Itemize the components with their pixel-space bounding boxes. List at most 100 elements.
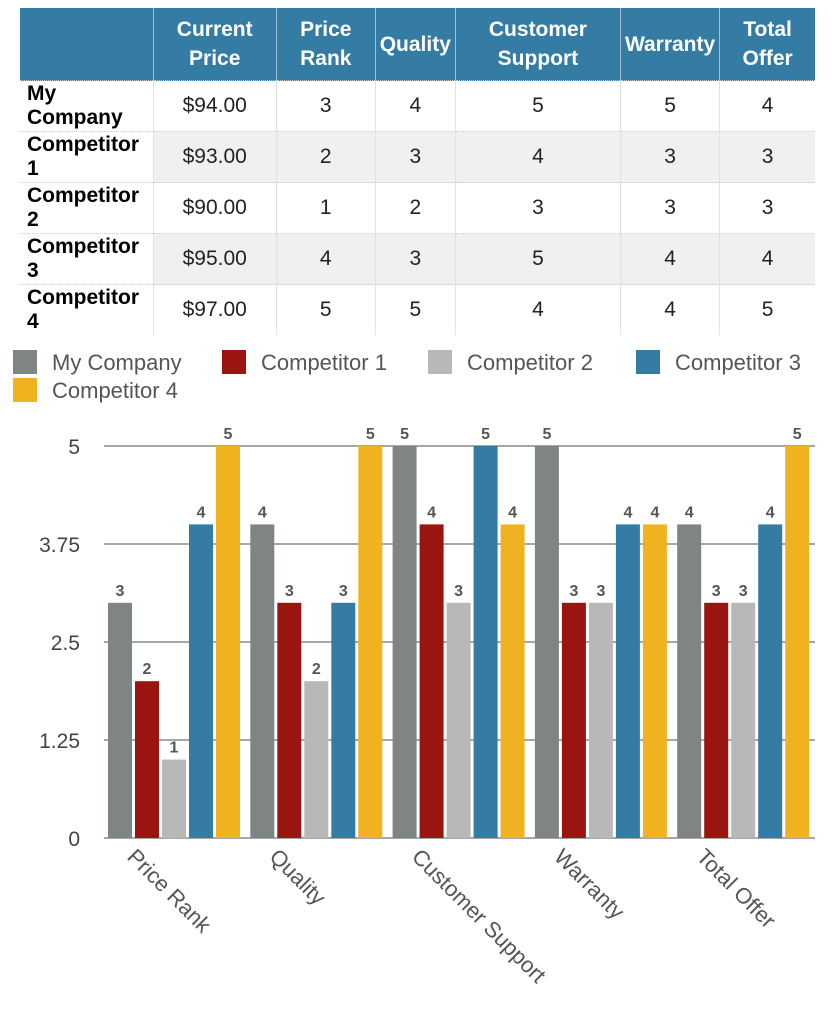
bar bbox=[473, 446, 498, 838]
bar bbox=[162, 759, 186, 838]
data-label: 4 bbox=[623, 504, 632, 521]
data-label: 5 bbox=[542, 426, 551, 443]
data-label: 3 bbox=[454, 583, 463, 600]
bar bbox=[588, 602, 613, 838]
bar bbox=[758, 524, 783, 838]
x-tick-label: Price Rank bbox=[122, 844, 216, 938]
y-tick-label: 1.25 bbox=[39, 730, 80, 753]
bar bbox=[331, 602, 356, 838]
data-label: 4 bbox=[427, 504, 436, 521]
data-label: 3 bbox=[116, 583, 125, 600]
column-header: Warranty bbox=[619, 8, 720, 81]
table-cell: 2 bbox=[374, 182, 456, 234]
table-cell: 5 bbox=[619, 80, 720, 132]
table-cell: 4 bbox=[719, 233, 815, 285]
data-label: 2 bbox=[143, 661, 152, 678]
data-label: 5 bbox=[224, 426, 233, 443]
data-label: 3 bbox=[712, 583, 721, 600]
column-header: Current Price bbox=[152, 8, 277, 81]
bar bbox=[561, 602, 586, 838]
bar bbox=[392, 446, 417, 838]
bar bbox=[704, 602, 729, 838]
data-label: 5 bbox=[400, 426, 409, 443]
table-cell: $90.00 bbox=[152, 182, 277, 234]
table-cell: 5 bbox=[275, 284, 376, 335]
table-cell: 4 bbox=[374, 80, 456, 132]
bar bbox=[250, 524, 275, 838]
table-cell: 5 bbox=[374, 284, 456, 335]
table-row: Competitor 4 $97.00 5 5 4 4 5 bbox=[20, 284, 815, 335]
table-cell: 4 bbox=[619, 233, 720, 285]
bar bbox=[358, 446, 383, 838]
data-label: 5 bbox=[366, 426, 375, 443]
y-tick-label: 3.75 bbox=[39, 534, 80, 557]
table-cell: $97.00 bbox=[152, 284, 277, 335]
column-header: Total Offer bbox=[719, 8, 815, 81]
data-label: 4 bbox=[258, 504, 267, 521]
table-cell: 3 bbox=[374, 233, 456, 285]
bar bbox=[277, 602, 302, 838]
bar bbox=[500, 524, 525, 838]
legend-swatch bbox=[636, 350, 660, 374]
table-row: Competitor 3 $95.00 4 3 5 4 4 bbox=[20, 233, 815, 285]
bar bbox=[615, 524, 640, 838]
row-label: Competitor 1 bbox=[20, 131, 154, 183]
legend-label: Competitor 4 bbox=[52, 378, 178, 403]
data-label: 5 bbox=[793, 426, 802, 443]
row-label: Competitor 4 bbox=[20, 284, 154, 335]
table-cell: 3 bbox=[619, 131, 720, 183]
table-cell: 2 bbox=[275, 131, 376, 183]
table-cell: $94.00 bbox=[152, 80, 277, 132]
data-label: 3 bbox=[596, 583, 605, 600]
legend-swatch bbox=[428, 350, 452, 374]
table-cell: 4 bbox=[454, 131, 621, 183]
bar bbox=[446, 602, 471, 838]
table-cell: 1 bbox=[275, 182, 376, 234]
table-cell: $95.00 bbox=[152, 233, 277, 285]
table-cell: 3 bbox=[719, 182, 815, 234]
table-cell: 5 bbox=[454, 80, 621, 132]
bar bbox=[135, 681, 159, 838]
x-tick-label: Warranty bbox=[549, 844, 629, 924]
legend-swatch bbox=[13, 378, 37, 402]
data-label: 1 bbox=[170, 740, 179, 757]
legend-label: Competitor 1 bbox=[261, 350, 387, 375]
legend-swatch bbox=[222, 350, 246, 374]
table-cell: 5 bbox=[454, 233, 621, 285]
x-tick-label: Quality bbox=[265, 844, 331, 910]
table-cell: 3 bbox=[619, 182, 720, 234]
comparison-table: Current Price Price Rank Quality Customer S… bbox=[20, 8, 815, 335]
bar bbox=[534, 446, 559, 838]
bar bbox=[304, 681, 329, 838]
column-header bbox=[20, 8, 154, 81]
table-cell: 3 bbox=[275, 80, 376, 132]
bar bbox=[189, 524, 213, 838]
data-label: 3 bbox=[739, 583, 748, 600]
bar bbox=[677, 524, 702, 838]
table-cell: 3 bbox=[374, 131, 456, 183]
row-label: Competitor 3 bbox=[20, 233, 154, 285]
row-label: Competitor 2 bbox=[20, 182, 154, 234]
bar bbox=[419, 524, 444, 838]
bar bbox=[785, 446, 810, 838]
legend-swatch bbox=[13, 350, 37, 374]
table-cell: 4 bbox=[454, 284, 621, 335]
data-label: 2 bbox=[312, 661, 321, 678]
table-cell: 3 bbox=[719, 131, 815, 183]
data-label: 4 bbox=[508, 504, 517, 521]
data-label: 3 bbox=[569, 583, 578, 600]
column-header: Quality bbox=[374, 8, 456, 81]
legend-label: Competitor 3 bbox=[675, 350, 801, 375]
table-cell: 4 bbox=[275, 233, 376, 285]
x-tick-label: Customer Support bbox=[407, 844, 551, 988]
table-cell: 4 bbox=[619, 284, 720, 335]
data-label: 4 bbox=[650, 504, 659, 521]
table-cell: 4 bbox=[719, 80, 815, 132]
legend-label: Competitor 2 bbox=[467, 350, 593, 375]
table-cell: $93.00 bbox=[152, 131, 277, 183]
bar bbox=[642, 524, 667, 838]
bar bbox=[108, 602, 132, 838]
bar bbox=[216, 446, 240, 838]
data-label: 4 bbox=[685, 504, 694, 521]
column-header: Price Rank bbox=[275, 8, 376, 81]
